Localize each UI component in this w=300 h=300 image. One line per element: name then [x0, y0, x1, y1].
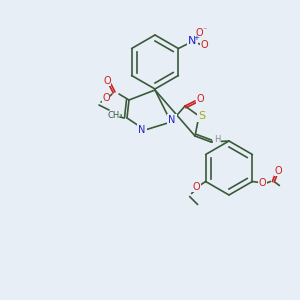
Text: O: O	[103, 76, 111, 86]
Text: +: +	[194, 34, 199, 40]
Text: N: N	[168, 115, 176, 125]
Text: N: N	[138, 125, 146, 135]
Text: O: O	[102, 93, 110, 103]
Text: O: O	[274, 166, 282, 176]
Text: ⁻: ⁻	[202, 25, 207, 34]
Text: O: O	[201, 40, 208, 50]
Text: O: O	[196, 28, 203, 38]
Text: O: O	[196, 94, 204, 104]
Text: N: N	[188, 37, 196, 46]
Text: S: S	[198, 111, 206, 121]
Text: O: O	[259, 178, 266, 188]
Text: CH₃: CH₃	[107, 112, 123, 121]
Text: H: H	[214, 136, 220, 145]
Text: O: O	[193, 182, 200, 191]
